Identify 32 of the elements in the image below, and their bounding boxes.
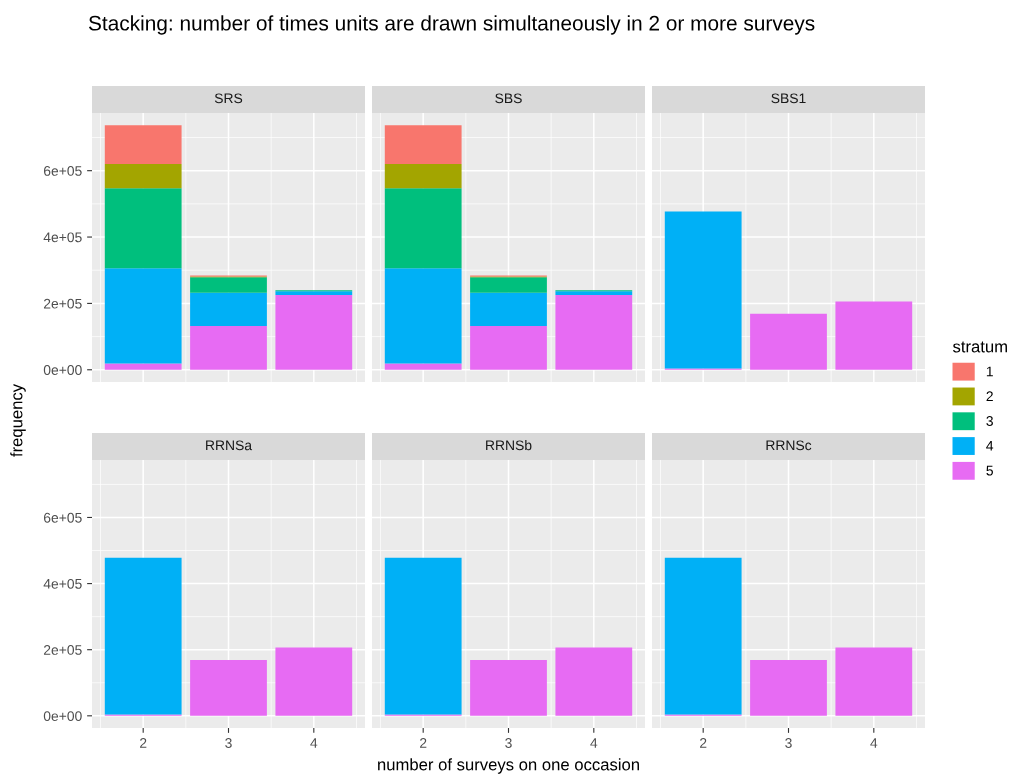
y-tick-label: 4e+05 <box>43 578 82 589</box>
legend-label: 2 <box>986 391 993 401</box>
legend-label: 3 <box>986 416 993 426</box>
x-tick-label: 3 <box>225 738 232 748</box>
y-tick-label: 2e+05 <box>43 645 82 655</box>
y-tick-label: 4e+05 <box>43 232 82 243</box>
x-tick-label: 2 <box>140 738 147 748</box>
chart-title: RRNSb <box>486 440 532 451</box>
y-tick-label: 2e+05 <box>43 298 82 309</box>
text: Stacking: number of times units are drawn simultaneously in 2 or more surveys <box>88 15 815 35</box>
chart-title: SRS <box>214 93 243 104</box>
x-tick-label: 2 <box>700 738 707 748</box>
x-tick-label: 4 <box>590 738 598 748</box>
chart-title: SBS1 <box>771 93 806 104</box>
x-axis-title: number of surveys on one occasion <box>378 758 639 774</box>
y-tick-label: 6e+05 <box>43 166 82 176</box>
legend-label: 1 <box>986 366 993 377</box>
y-tick-label: 0e+00 <box>43 711 82 721</box>
x-tick-label: 2 <box>420 738 427 748</box>
x-tick-label: 4 <box>870 738 878 748</box>
legend-label: 5 <box>986 465 993 476</box>
chart-title: RRNSa <box>206 440 253 451</box>
chart-title: RRNSc <box>766 440 812 451</box>
x-tick-label: 4 <box>310 738 318 748</box>
x-tick-label: 3 <box>505 738 512 748</box>
x-tick-label: 3 <box>785 738 792 748</box>
legend-label: 4 <box>986 441 994 451</box>
y-tick-label: 6e+05 <box>43 512 82 523</box>
chart-title: SBS <box>495 93 522 104</box>
y-tick-label: 0e+00 <box>43 365 82 375</box>
legend-title: stratum <box>952 341 1007 353</box>
y-axis-title: frequency <box>10 383 26 457</box>
